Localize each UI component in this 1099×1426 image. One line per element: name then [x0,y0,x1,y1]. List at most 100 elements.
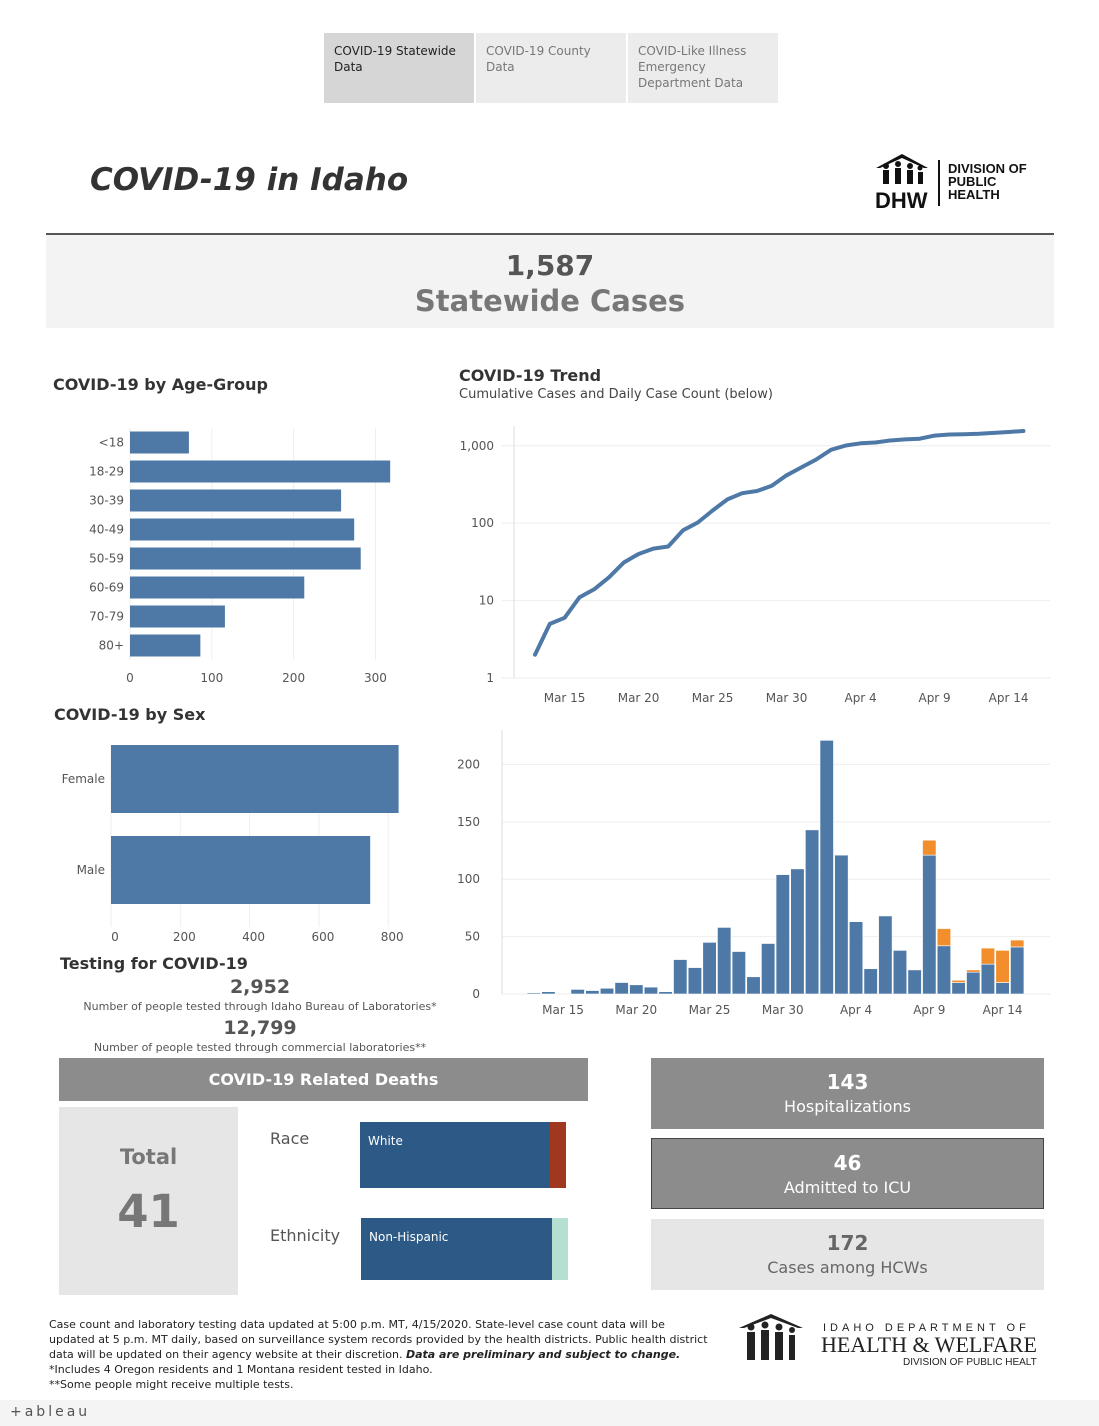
category-label: 80+ [99,639,124,653]
trend-chart-subtitle: Cumulative Cases and Daily Case Count (b… [459,387,773,402]
daily-bar [585,990,600,995]
cumulative-point [770,484,774,488]
x-tick-label: Apr 9 [918,691,950,705]
svg-text:IDAHO DEPARTMENT OF: IDAHO DEPARTMENT OF [823,1322,1030,1334]
x-tick-label: Mar 15 [542,1003,584,1017]
x-tick-label: Mar 25 [689,1003,731,1017]
tab-statewide-data[interactable]: COVID-19 Statewide Data [324,33,474,103]
age-bar [130,489,342,512]
hospitalizations-label: Hospitalizations [784,1097,911,1116]
cumulative-point [918,437,922,441]
category-label: <18 [99,436,124,450]
daily-bar [863,968,878,995]
cumulative-point [607,575,611,579]
y-tick-label: 50 [465,930,480,944]
ibl-tested-count: 2,952 [229,976,291,998]
cumulative-point [592,587,596,591]
deaths-header: COVID-19 Related Deaths [59,1058,588,1101]
icu-value: 46 [833,1151,862,1175]
cumulative-point [933,434,937,438]
deaths-total-label: Total [119,1145,178,1169]
race-segment-label: White [368,1134,403,1148]
cumulative-point [725,497,729,501]
x-tick-label: Mar 20 [615,1003,657,1017]
daily-bar [599,987,615,995]
cumulative-point [1007,430,1011,434]
icu-label: Admitted to ICU [783,1178,912,1197]
trend-chart-title: COVID-19 Trend [459,366,602,385]
x-tick-label: Mar 25 [692,691,734,705]
daily-bar [614,982,629,995]
age-bar [130,518,355,541]
cumulative-point [992,431,996,435]
age-bar [130,576,305,599]
icu-card: 46 Admitted to ICU [651,1138,1044,1209]
cumulative-point [814,457,818,461]
cumulative-point [873,441,877,445]
daily-bar [980,947,995,965]
daily-bar [643,986,658,995]
category-label: 70-79 [89,610,124,624]
tab-cli-ed-data[interactable]: COVID-Like Illness Emergency Department … [628,33,778,103]
footer-line: updated at 5 p.m. MT daily, based on sur… [49,1333,708,1346]
race-segment[interactable]: White [360,1122,550,1188]
x-tick-label: 200 [282,671,305,685]
svg-text:HEALTH & WELFARE: HEALTH & WELFARE [821,1332,1037,1357]
cumulative-point [903,437,907,441]
age-group-chart: 0 100 200 300 <18 18-29 30-39 40-49 50-59 60-69 70… [89,428,391,685]
cumulative-point [962,432,966,436]
cumulative-point [681,528,685,532]
daily-bar [936,945,952,995]
ethnicity-segment[interactable] [551,1218,568,1280]
cumulative-point [533,653,537,657]
daily-bar [848,921,864,995]
category-label: 40-49 [89,523,124,537]
statewide-cases-count: 1,587 [505,249,595,282]
x-tick-label: 600 [311,930,334,944]
age-bar [130,605,225,628]
x-tick-label: Mar 30 [762,1003,804,1017]
x-tick-label: Apr 9 [913,1003,945,1017]
ethnicity-segment[interactable]: Non-Hispanic [361,1218,552,1280]
x-tick-label: Mar 15 [544,691,586,705]
page-title: COVID-19 in Idaho [90,162,409,198]
x-tick-label: Apr 4 [844,691,876,705]
svg-text:PUBLIC: PUBLIC [948,174,997,189]
daily-bar [790,868,805,995]
hcw-value: 172 [826,1231,869,1255]
tab-county-data[interactable]: COVID-19 County Data [476,33,626,103]
category-label: 50-59 [89,552,124,566]
race-bar[interactable]: White [360,1122,566,1188]
age-bar [130,547,361,570]
footer-line: **Some people might receive multiple tes… [49,1378,294,1391]
ethnicity-bar[interactable]: Non-Hispanic [361,1218,568,1280]
age-bar [130,431,189,454]
footer-notes: Case count and laboratory testing data u… [49,1317,719,1392]
statewide-cases-label: Statewide Cases [414,284,686,318]
cumulative-point [859,441,863,445]
daily-bar [541,991,556,995]
cumulative-point [844,443,848,447]
daily-bar [951,982,966,995]
y-tick-label: 0 [472,987,480,1001]
y-tick-label: 10 [479,594,494,608]
sex-chart: 0 200 400 600 800 Female Male [62,745,404,944]
svg-text:HEALTH: HEALTH [948,187,1000,202]
age-bar [130,634,201,657]
footer-line: Case count and laboratory testing data u… [49,1318,665,1331]
daily-bar [995,982,1010,995]
race-segment[interactable] [549,1122,566,1188]
cumulative-point [563,616,567,620]
daily-bar [922,839,937,856]
svg-text:DHW: DHW [875,188,928,212]
y-tick-label: 1,000 [460,439,494,453]
daily-bar [907,969,922,995]
cumulative-cases-chart: 1 10 100 1,000 Mar 15 Mar 20 Mar 25 Mar 30 Apr 4… [460,426,1050,705]
hcw-card: 172 Cases among HCWs [651,1219,1044,1290]
sex-bar [111,836,371,904]
tableau-logo[interactable]: +ableau [10,1404,91,1420]
daily-bar [805,829,820,995]
x-tick-label: 400 [242,930,265,944]
deaths-total-box: Total 41 [59,1107,238,1295]
hospitalizations-card: 143 Hospitalizations [651,1058,1044,1129]
